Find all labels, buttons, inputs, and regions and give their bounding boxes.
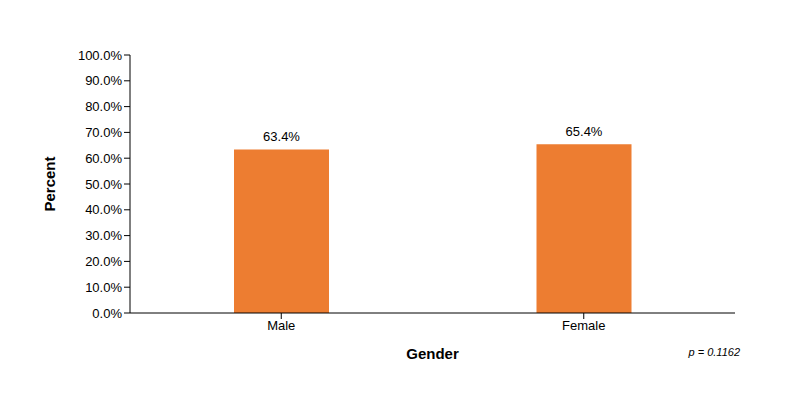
svg-text:10.0%: 10.0% — [85, 280, 122, 295]
svg-text:Gender: Gender — [406, 345, 459, 362]
svg-text:Male: Male — [267, 318, 295, 333]
svg-text:50.0%: 50.0% — [85, 177, 122, 192]
svg-text:40.0%: 40.0% — [85, 202, 122, 217]
svg-text:65.4%: 65.4% — [566, 124, 603, 139]
svg-text:Female: Female — [562, 318, 605, 333]
svg-text:60.0%: 60.0% — [85, 151, 122, 166]
svg-text:100.0%: 100.0% — [78, 48, 123, 63]
svg-text:0.0%: 0.0% — [92, 306, 122, 321]
svg-text:90.0%: 90.0% — [85, 73, 122, 88]
svg-text:70.0%: 70.0% — [85, 125, 122, 140]
svg-text:20.0%: 20.0% — [85, 254, 122, 269]
svg-text:30.0%: 30.0% — [85, 228, 122, 243]
svg-text:80.0%: 80.0% — [85, 99, 122, 114]
svg-text:63.4%: 63.4% — [263, 129, 300, 144]
svg-text:Percent: Percent — [41, 156, 58, 211]
html-text:p = 0.1162: p = 0.1162 — [688, 346, 740, 358]
